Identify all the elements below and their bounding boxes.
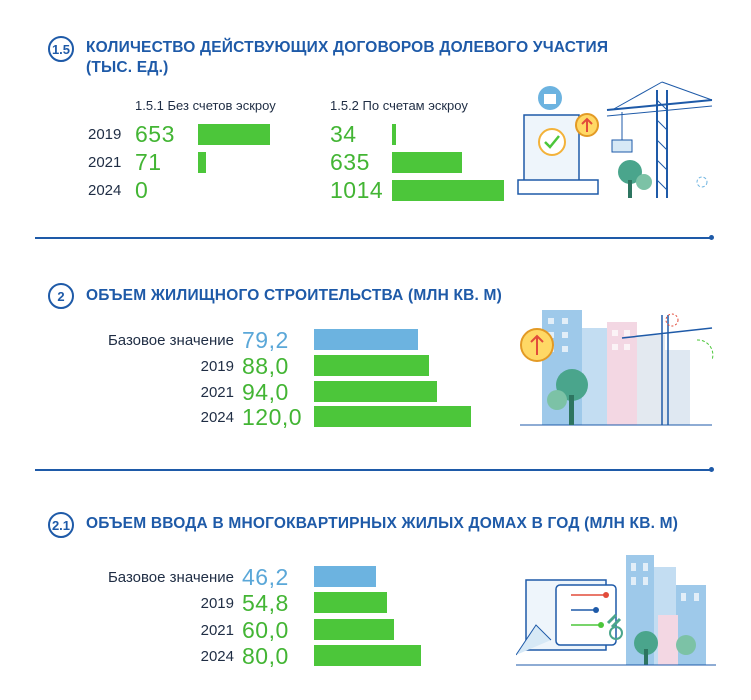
value-label: 54,8 (242, 590, 289, 616)
value-label: 46,2 (242, 564, 289, 590)
apartment-keys-icon (516, 555, 716, 666)
divider-dot (709, 235, 714, 240)
section-badge-1-5: 1.5 (48, 36, 74, 62)
year-label: 2019 (88, 126, 122, 143)
value-label: 653 (135, 121, 175, 147)
badge-label: 2.1 (51, 517, 71, 533)
value-label: 80,0 (242, 643, 289, 669)
year-label: 2024 (88, 182, 122, 199)
section-divider (35, 469, 711, 471)
bar-col2-2019 (392, 124, 396, 145)
value-label: 0 (135, 177, 149, 203)
col2-label: 1.5.2 По счетам эскроу (330, 98, 468, 113)
bar-col2-2021 (392, 152, 463, 173)
bar-2024 (314, 406, 471, 427)
value-label: 88,0 (242, 353, 289, 379)
value-label: 71 (135, 149, 162, 175)
row-label: 2019 (200, 358, 234, 375)
row-label: 2024 (200, 409, 234, 426)
bar-col2-2024 (392, 180, 504, 201)
divider-dot (709, 467, 714, 472)
row-label: Базовое значение (107, 332, 234, 349)
section-title-2: ОБЪЕМ ЖИЛИЩНОГО СТРОИТЕЛЬСТВА (МЛН КВ. М… (86, 287, 503, 304)
bar-2019 (314, 355, 430, 376)
value-label: 120,0 (242, 404, 303, 430)
bar-2024 (314, 645, 421, 666)
row-label: 2024 (200, 648, 234, 665)
bar-base (314, 566, 376, 587)
section-title-1-5: КОЛИЧЕСТВО ДЕЙСТВУЮЩИХ ДОГОВОРОВ ДОЛЕВОГ… (86, 38, 608, 78)
row-label: 2019 (200, 595, 234, 612)
section-badge-2: 2 (48, 283, 74, 309)
value-label: 94,0 (242, 379, 289, 405)
section-title-2-1: ОБЪЕМ ВВОДА В МНОГОКВАРТИРНЫХ ЖИЛЫХ ДОМА… (86, 515, 679, 532)
city-crane-icon (520, 310, 714, 426)
row-label: Базовое значение (107, 569, 234, 586)
title-line-2: (ТЫС. ЕД.) (86, 59, 169, 76)
section-divider (35, 237, 711, 239)
row-label: 2021 (200, 384, 234, 401)
section-badge-2-1: 2.1 (48, 512, 74, 538)
bar-2021 (314, 381, 437, 402)
bar-base (314, 329, 418, 350)
badge-label: 2 (57, 288, 65, 304)
row-label: 2021 (200, 622, 234, 639)
bar-col1-2019 (198, 124, 271, 145)
bar-2019 (314, 592, 388, 613)
bar-col1-2021 (198, 152, 206, 173)
value-label: 79,2 (242, 327, 289, 353)
value-label: 1014 (330, 177, 384, 203)
year-label: 2021 (88, 154, 122, 171)
badge-label: 1.5 (51, 41, 71, 57)
value-label: 60,0 (242, 617, 289, 643)
value-label: 34 (330, 121, 357, 147)
value-label: 635 (330, 149, 370, 175)
bar-2021 (314, 619, 395, 640)
col1-label: 1.5.1 Без счетов эскроу (135, 98, 276, 113)
crane-document-icon (517, 81, 713, 198)
title-line-1: КОЛИЧЕСТВО ДЕЙСТВУЮЩИХ ДОГОВОРОВ ДОЛЕВОГ… (86, 39, 609, 56)
